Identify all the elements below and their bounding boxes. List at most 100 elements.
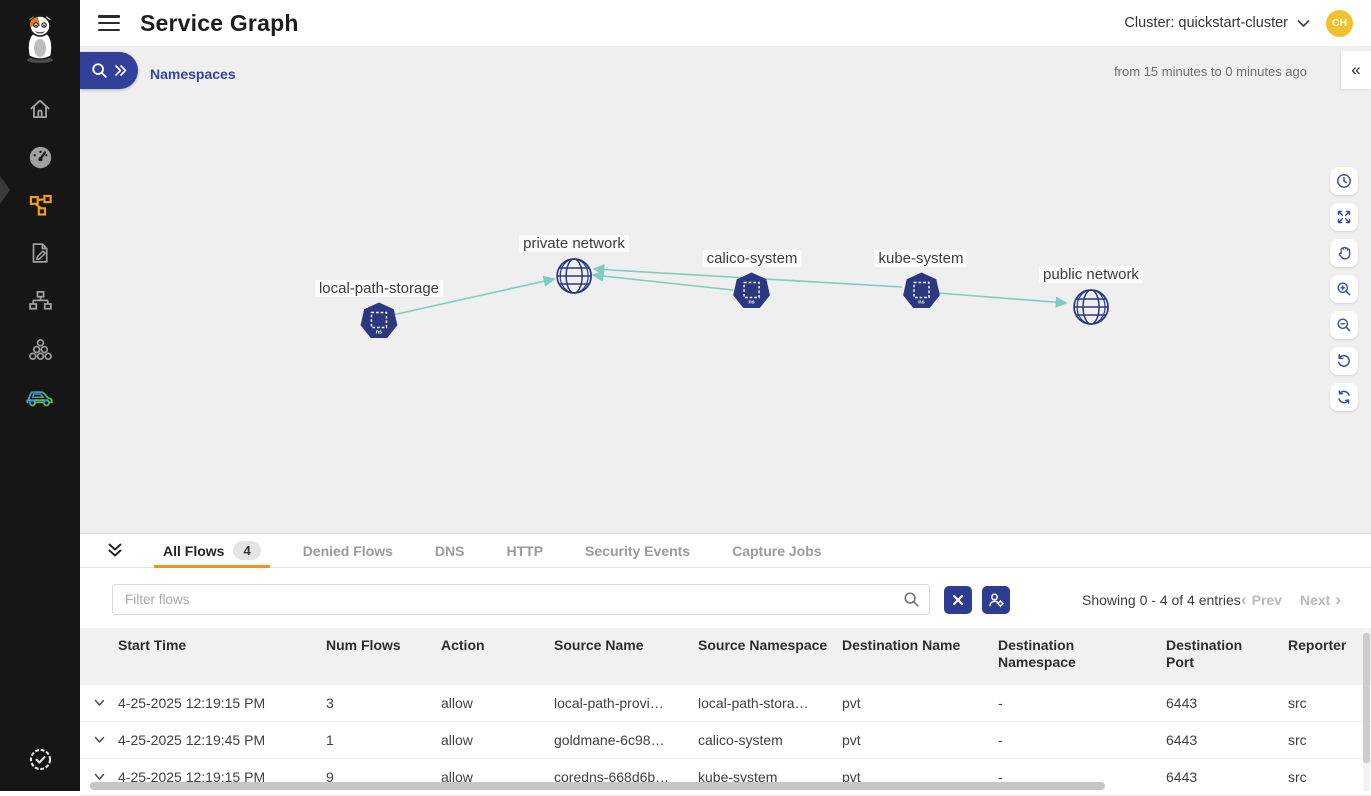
car-icon bbox=[25, 384, 55, 410]
sidebar-item-clusters[interactable] bbox=[18, 335, 62, 363]
sidebar-item-compliance[interactable] bbox=[18, 745, 62, 773]
fit-to-screen-button[interactable] bbox=[1330, 203, 1358, 231]
refresh-button[interactable] bbox=[1330, 383, 1358, 411]
hamburger-menu-icon[interactable] bbox=[98, 15, 120, 31]
tab-http[interactable]: HTTP bbox=[485, 534, 564, 567]
top-header: Service Graph Cluster: quickstart-cluste… bbox=[80, 0, 1371, 47]
close-icon bbox=[952, 594, 964, 606]
col-destination-port[interactable]: Destination Port bbox=[1166, 637, 1288, 671]
breadcrumb[interactable]: Namespaces bbox=[150, 66, 236, 82]
table-cell: pvt bbox=[842, 695, 998, 711]
prev-page-button[interactable]: ‹Prev bbox=[1241, 590, 1282, 610]
table-cell: allow bbox=[441, 732, 554, 748]
flows-panel: All Flows 4 Denied Flows DNS HTTP Securi… bbox=[80, 533, 1371, 791]
time-settings-button[interactable] bbox=[1330, 167, 1358, 195]
expand-right-panel-button[interactable]: « bbox=[1341, 51, 1371, 89]
avatar[interactable]: CH bbox=[1326, 10, 1353, 37]
network-globe-icon bbox=[1072, 288, 1110, 326]
service-graph-canvas[interactable]: local-path-storage ns private network ca… bbox=[80, 47, 1371, 533]
graph-node-public-network[interactable]: public network bbox=[1039, 266, 1143, 326]
tab-all-flows[interactable]: All Flows 4 bbox=[142, 534, 282, 567]
svg-text:ns: ns bbox=[376, 330, 382, 336]
table-cell: 6443 bbox=[1166, 732, 1288, 748]
graph-node-kube-system[interactable]: kube-system ns bbox=[874, 250, 967, 310]
zoom-in-icon bbox=[1336, 281, 1352, 297]
table-cell: 4-25-2025 12:19:45 PM bbox=[118, 732, 326, 748]
table-cell: - bbox=[998, 695, 1166, 711]
expand-row-icon[interactable] bbox=[80, 699, 118, 707]
sidebar-item-dashboard[interactable] bbox=[18, 143, 62, 171]
clear-filter-button[interactable] bbox=[944, 586, 972, 614]
undo-icon bbox=[1336, 353, 1352, 369]
graph-node-local-path-storage[interactable]: local-path-storage ns bbox=[315, 280, 443, 340]
user-gear-icon bbox=[988, 592, 1005, 608]
table-cell: local-path-provi… bbox=[554, 695, 698, 711]
col-num-flows[interactable]: Num Flows bbox=[326, 637, 441, 671]
col-source-name[interactable]: Source Name bbox=[554, 637, 698, 671]
cluster-molecule-icon bbox=[27, 336, 54, 363]
col-action[interactable]: Action bbox=[441, 637, 554, 671]
undo-layout-button[interactable] bbox=[1330, 347, 1358, 375]
col-destination-name[interactable]: Destination Name bbox=[842, 637, 998, 671]
col-start-time[interactable]: Start Time bbox=[118, 637, 326, 671]
service-graph-icon bbox=[27, 192, 54, 219]
home-icon bbox=[27, 96, 53, 122]
search-icon bbox=[903, 591, 920, 608]
table-cell: src bbox=[1288, 695, 1371, 711]
active-nav-notch bbox=[0, 176, 10, 204]
tab-dns[interactable]: DNS bbox=[414, 534, 486, 567]
sidebar-item-service-graph[interactable] bbox=[18, 191, 62, 219]
node-label: public network bbox=[1039, 266, 1143, 283]
svg-text:ns: ns bbox=[918, 300, 924, 306]
expand-icon bbox=[1336, 209, 1352, 225]
table-cell: src bbox=[1288, 769, 1371, 785]
filter-flows-input[interactable] bbox=[112, 584, 930, 615]
tab-security-events[interactable]: Security Events bbox=[564, 534, 711, 567]
tab-denied-flows[interactable]: Denied Flows bbox=[282, 534, 414, 567]
table-cell: calico-system bbox=[698, 732, 842, 748]
namespace-icon: ns bbox=[360, 302, 398, 340]
gauge-icon bbox=[27, 144, 54, 171]
expand-row-icon[interactable] bbox=[80, 736, 118, 744]
customize-columns-button[interactable] bbox=[982, 586, 1010, 614]
network-globe-icon bbox=[555, 257, 593, 295]
col-destination-namespace[interactable]: Destination Namespace bbox=[998, 637, 1166, 671]
tab-capture-jobs[interactable]: Capture Jobs bbox=[711, 534, 842, 567]
calico-logo[interactable] bbox=[19, 12, 61, 69]
graph-node-calico-system[interactable]: calico-system ns bbox=[703, 250, 802, 310]
sidebar-item-reports[interactable] bbox=[18, 239, 62, 267]
table-cell: src bbox=[1288, 732, 1371, 748]
graph-toolbar bbox=[1330, 167, 1358, 411]
svg-text:ns: ns bbox=[749, 300, 755, 306]
sidebar-item-network-sets[interactable] bbox=[18, 287, 62, 315]
graph-node-private-network[interactable]: private network bbox=[519, 235, 629, 295]
double-chevron-right-icon bbox=[114, 64, 128, 77]
collapse-panel-button[interactable] bbox=[104, 540, 126, 562]
sidebar-item-whisker[interactable] bbox=[18, 383, 62, 411]
vertical-scrollbar-thumb[interactable] bbox=[1363, 633, 1370, 763]
horizontal-scrollbar[interactable] bbox=[90, 782, 1105, 790]
zoom-in-button[interactable] bbox=[1330, 275, 1358, 303]
network-tree-icon bbox=[27, 288, 54, 315]
graph-search-button[interactable] bbox=[80, 52, 138, 89]
clock-icon bbox=[1336, 173, 1352, 189]
expand-row-icon[interactable] bbox=[80, 773, 118, 781]
table-cell: - bbox=[998, 732, 1166, 748]
col-source-namespace[interactable]: Source Namespace bbox=[698, 637, 842, 671]
vertical-scrollbar[interactable] bbox=[1363, 629, 1370, 791]
pan-mode-button[interactable] bbox=[1330, 239, 1358, 267]
cluster-selector-label: Cluster: quickstart-cluster bbox=[1124, 15, 1288, 31]
zoom-out-button[interactable] bbox=[1330, 311, 1358, 339]
sidebar bbox=[0, 0, 80, 791]
table-cell: local-path-stora… bbox=[698, 695, 842, 711]
next-page-button[interactable]: Next› bbox=[1300, 590, 1341, 610]
table-cell: 6443 bbox=[1166, 695, 1288, 711]
cluster-selector[interactable]: Cluster: quickstart-cluster bbox=[1124, 15, 1310, 31]
double-chevron-down-icon bbox=[107, 543, 123, 558]
col-reporter[interactable]: Reporter bbox=[1288, 637, 1371, 671]
namespace-icon: ns bbox=[733, 272, 771, 310]
node-label: local-path-storage bbox=[315, 280, 443, 297]
sidebar-item-home[interactable] bbox=[18, 95, 62, 123]
